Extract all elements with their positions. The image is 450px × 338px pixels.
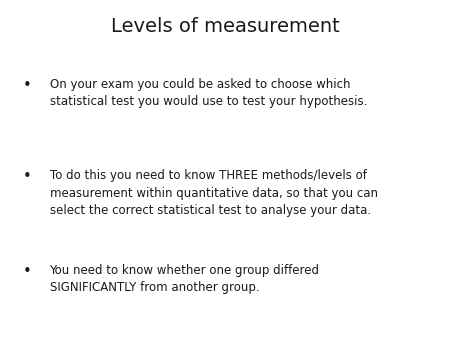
Text: To do this you need to know THREE methods/levels of
measurement within quantitat: To do this you need to know THREE method…: [50, 169, 378, 217]
Text: Levels of measurement: Levels of measurement: [111, 17, 339, 36]
Text: You need to know whether one group differed
SIGNIFICANTLY from another group.: You need to know whether one group diffe…: [50, 264, 320, 294]
Text: •: •: [22, 169, 32, 184]
Text: •: •: [22, 264, 32, 279]
Text: •: •: [22, 78, 32, 93]
Text: On your exam you could be asked to choose which
statistical test you would use t: On your exam you could be asked to choos…: [50, 78, 367, 108]
